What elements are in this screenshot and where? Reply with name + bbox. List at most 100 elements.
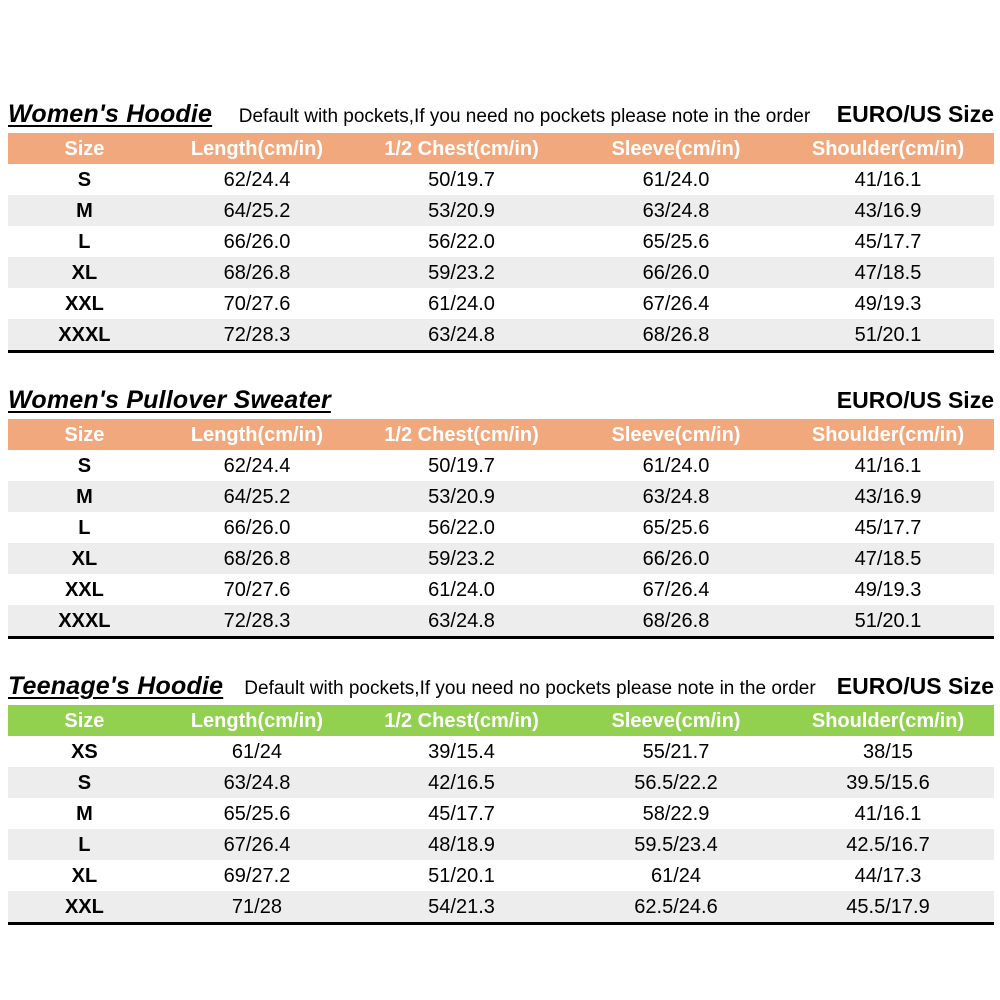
size-table-womens-pullover-sweater: Size Length(cm/in) 1/2 Chest(cm/in) Sleeve(… (8, 419, 994, 639)
size-cell: L (78, 833, 91, 856)
value-cell: 43/16.9 (854, 485, 922, 508)
value-cell: 41/16.1 (854, 802, 922, 825)
table-row: M 65/25.6 45/17.7 58/22.9 41/16.1 (8, 798, 994, 829)
value-cell: 45/17.7 (428, 802, 495, 825)
value-cell: 65/25.6 (223, 802, 291, 825)
value-cell: 64/25.2 (223, 485, 291, 508)
value-cell: 70/27.6 (223, 578, 291, 601)
header-row: Size Length(cm/in) 1/2 Chest(cm/in) Sleeve(… (8, 133, 994, 164)
table-block-womens-pullover-sweater: Women's Pullover Sweater EURO/US Size Size… (8, 386, 994, 639)
value-cell: 51/20.1 (428, 864, 495, 887)
table-row: S 62/24.4 50/19.7 61/24.0 41/16.1 (8, 164, 994, 195)
value-cell: 65/25.6 (642, 230, 710, 253)
value-cell: 64/25.2 (223, 199, 291, 222)
value-cell: 68/26.8 (642, 323, 710, 346)
value-cell: 61/24.0 (642, 168, 710, 191)
table-body: S 62/24.4 50/19.7 61/24.0 41/16.1 M 64/25.2 53/… (8, 450, 994, 638)
table-row: L 66/26.0 56/22.0 65/25.6 45/17.7 (8, 226, 994, 257)
header-cell: 1/2 Chest(cm/in) (384, 423, 539, 446)
header-cell: Size (64, 709, 105, 732)
value-cell: 53/20.9 (428, 485, 495, 508)
value-cell: 62/24.4 (223, 454, 291, 477)
table-row: M 64/25.2 53/20.9 63/24.8 43/16.9 (8, 481, 994, 512)
value-cell: 45/17.7 (854, 516, 922, 539)
value-cell: 54/21.3 (428, 895, 495, 918)
value-cell: 56/22.0 (428, 230, 495, 253)
value-cell: 59.5/23.4 (634, 833, 718, 856)
table-row: XXL 70/27.6 61/24.0 67/26.4 49/19.3 (8, 574, 994, 605)
value-cell: 56/22.0 (428, 516, 495, 539)
header-cell: Length(cm/in) (190, 709, 324, 732)
value-cell: 39.5/15.6 (846, 771, 930, 794)
title-row-teenages-hoodie: Teenage's Hoodie Default with pockets,If … (8, 672, 994, 705)
value-cell: 42/16.5 (428, 771, 495, 794)
header-cell: Sleeve(cm/in) (611, 137, 741, 160)
size-cell: M (76, 485, 93, 508)
header-cell: 1/2 Chest(cm/in) (384, 709, 539, 732)
value-cell: 63/24.8 (223, 771, 291, 794)
value-cell: 66/26.0 (642, 547, 710, 570)
header-cell: Size (64, 423, 105, 446)
header-row: Size Length(cm/in) 1/2 Chest(cm/in) Sleeve(… (8, 705, 994, 736)
table-row: XS 61/24 39/15.4 55/21.7 38/15 (8, 736, 994, 767)
table-row: XL 68/26.8 59/23.2 66/26.0 47/18.5 (8, 257, 994, 288)
header-cell: Sleeve(cm/in) (611, 709, 741, 732)
value-cell: 50/19.7 (428, 168, 495, 191)
table-row: L 67/26.4 48/18.9 59.5/23.4 42.5/16.7 (8, 829, 994, 860)
table-row: XL 69/27.2 51/20.1 61/24 44/17.3 (8, 860, 994, 891)
table-head: Size Length(cm/in) 1/2 Chest(cm/in) Sleeve(… (8, 419, 994, 450)
size-cell: XL (71, 547, 98, 570)
value-cell: 55/21.7 (642, 740, 710, 763)
value-cell: 47/18.5 (854, 547, 922, 570)
header-cell: Shoulder(cm/in) (811, 423, 965, 446)
size-cell: XL (71, 261, 98, 284)
header-cell: Shoulder(cm/in) (811, 709, 965, 732)
value-cell: 45.5/17.9 (846, 895, 930, 918)
table-row: XXL 70/27.6 61/24.0 67/26.4 49/19.3 (8, 288, 994, 319)
value-cell: 51/20.1 (854, 323, 922, 346)
value-cell: 67/26.4 (642, 292, 710, 315)
table-row: XL 68/26.8 59/23.2 66/26.0 47/18.5 (8, 543, 994, 574)
size-cell: XXL (64, 578, 104, 601)
value-cell: 61/24 (650, 864, 702, 887)
pockets-note: Default with pockets,If you need no pock… (244, 678, 816, 699)
value-cell: 39/15.4 (428, 740, 495, 763)
size-table-womens-hoodie: Size Length(cm/in) 1/2 Chest(cm/in) Sleeve(… (8, 133, 994, 353)
pockets-note: Default with pockets,If you need no pock… (238, 106, 811, 127)
table-row: M 64/25.2 53/20.9 63/24.8 43/16.9 (8, 195, 994, 226)
value-cell: 61/24.0 (642, 454, 710, 477)
header-row: Size Length(cm/in) 1/2 Chest(cm/in) Sleeve(… (8, 419, 994, 450)
value-cell: 47/18.5 (854, 261, 922, 284)
value-cell: 56.5/22.2 (634, 771, 718, 794)
table-row: XXXL 72/28.3 63/24.8 68/26.8 51/20.1 (8, 319, 994, 352)
value-cell: 38/15 (862, 740, 914, 763)
value-cell: 49/19.3 (854, 292, 922, 315)
title-row-womens-hoodie: Women's Hoodie Default with pockets,If yo… (8, 100, 994, 133)
value-cell: 65/25.6 (642, 516, 710, 539)
header-cell: Length(cm/in) (190, 137, 324, 160)
value-cell: 71/28 (231, 895, 282, 918)
value-cell: 61/24 (231, 740, 282, 763)
value-cell: 59/23.2 (428, 261, 495, 284)
euro-us-size-label: EURO/US Size (836, 101, 994, 127)
size-cell: XL (71, 864, 98, 887)
table-head: Size Length(cm/in) 1/2 Chest(cm/in) Sleeve(… (8, 133, 994, 164)
size-cell: XXL (64, 292, 104, 315)
size-chart-tables: Women's Hoodie Default with pockets,If yo… (8, 100, 994, 925)
header-cell: Sleeve(cm/in) (611, 423, 741, 446)
value-cell: 67/26.4 (642, 578, 710, 601)
value-cell: 43/16.9 (854, 199, 922, 222)
value-cell: 51/20.1 (854, 609, 922, 632)
value-cell: 53/20.9 (428, 199, 495, 222)
size-cell: XXXL (58, 323, 111, 346)
table-body: XS 61/24 39/15.4 55/21.7 38/15 S 63/24.8 42/16.… (8, 736, 994, 924)
value-cell: 62/24.4 (223, 168, 291, 191)
value-cell: 44/17.3 (854, 864, 922, 887)
size-cell: S (77, 771, 92, 794)
value-cell: 68/26.8 (223, 547, 291, 570)
value-cell: 63/24.8 (642, 485, 710, 508)
size-cell: XS (71, 740, 98, 763)
value-cell: 58/22.9 (642, 802, 710, 825)
size-table-teenages-hoodie: Size Length(cm/in) 1/2 Chest(cm/in) Sleeve(… (8, 705, 994, 925)
